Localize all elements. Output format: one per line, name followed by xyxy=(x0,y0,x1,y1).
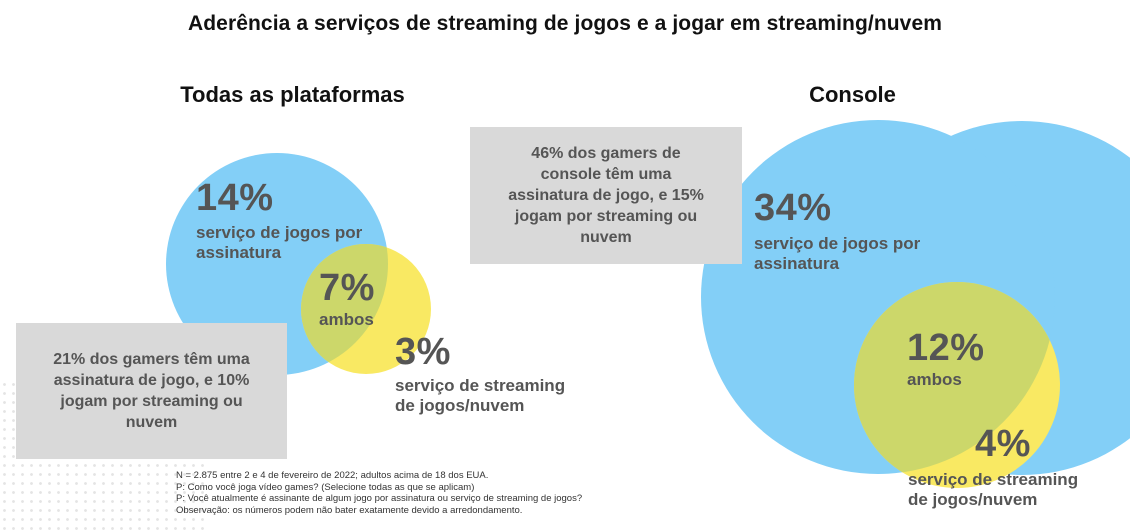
subscription-label-console: serviço de jogos por assinatura xyxy=(754,234,921,273)
streaming-value-all: 3% xyxy=(395,331,451,373)
section-title-all-platforms: Todas as plataformas xyxy=(180,82,405,107)
footnote-question-2: P: Você atualmente é assinante de algum … xyxy=(176,493,583,505)
both-value-all: 7% xyxy=(319,267,375,309)
streaming-label-all: serviço de streaming de jogos/nuvem xyxy=(395,376,566,415)
subscription-label-all: serviço de jogos por assinatura xyxy=(196,223,363,262)
both-label-all: ambos xyxy=(319,310,374,329)
footnote-sample: N = 2.875 entre 2 e 4 de fevereiro de 20… xyxy=(176,470,489,481)
section-title-console: Console xyxy=(809,82,896,107)
page-title: Aderência a serviços de streaming de jog… xyxy=(187,12,943,35)
both-label-console: ambos xyxy=(907,370,962,389)
venn-all-platforms xyxy=(166,153,431,375)
footnotes: N = 2.875 entre 2 e 4 de fevereiro de 20… xyxy=(176,470,582,516)
streaming-value-console: 4% xyxy=(975,423,1031,465)
subscription-value-all: 14% xyxy=(196,177,274,219)
streaming-label-console: serviço de streaming de jogos/nuvem xyxy=(908,470,1079,509)
both-value-console: 12% xyxy=(907,327,985,369)
footnote-observation: Observação: os números podem não bater e… xyxy=(176,504,523,516)
note-box-all-platforms: 21% dos gamers têm uma assinatura de jog… xyxy=(16,323,287,459)
footnote-question-1: P: Como você joga vídeo games? (Selecion… xyxy=(176,481,475,493)
subscription-value-console: 34% xyxy=(754,187,832,229)
note-box-console: 46% dos gamers de console têm uma assina… xyxy=(470,127,742,264)
overlap-region-all xyxy=(301,244,388,374)
